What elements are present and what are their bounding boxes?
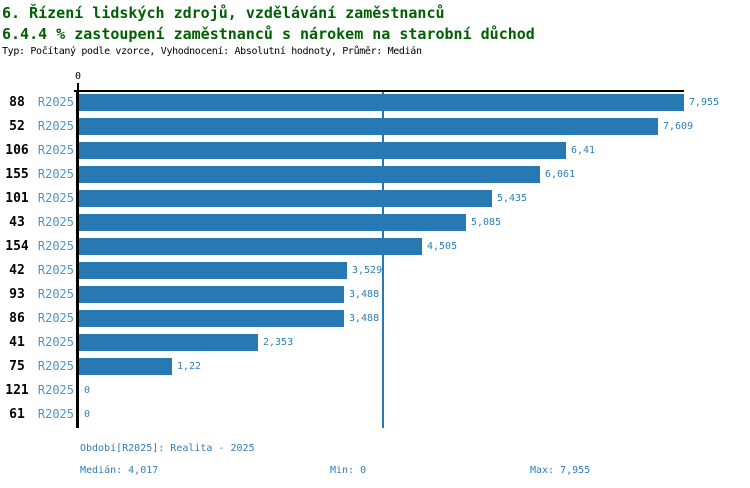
bar xyxy=(79,94,684,111)
row-series-label: R2025 xyxy=(37,383,74,397)
row-series-label: R2025 xyxy=(37,407,74,421)
bar xyxy=(79,118,658,135)
x-axis-line xyxy=(74,90,684,92)
bar-value-label: 6,061 xyxy=(545,169,576,180)
row-category-label: 43 xyxy=(9,215,25,230)
row-series-label: R2025 xyxy=(37,215,74,229)
bar-value-label: 5,085 xyxy=(471,217,502,228)
bar xyxy=(79,190,492,207)
bar-value-label: 3,488 xyxy=(349,289,380,300)
x-axis-tick-label: 0 xyxy=(74,71,82,82)
row-series-label: R2025 xyxy=(37,95,74,109)
footer-min-label: Min: 0 xyxy=(330,465,367,476)
row-series-label: R2025 xyxy=(37,191,74,205)
row-category-label: 75 xyxy=(9,359,25,374)
row-category-label: 42 xyxy=(9,263,25,278)
bar-value-label: 7,955 xyxy=(689,97,720,108)
bar-value-label: 0 xyxy=(84,409,91,420)
row-category-label: 41 xyxy=(9,335,25,350)
row-series-label: R2025 xyxy=(37,167,74,181)
bar-value-label: 7,609 xyxy=(663,121,694,132)
footer-median-label: Medián: 4,017 xyxy=(80,465,159,476)
row-category-label: 121 xyxy=(5,383,29,398)
bar xyxy=(79,358,172,375)
footer-period-label: Období[R2025]: Realita - 2025 xyxy=(80,443,255,454)
row-series-label: R2025 xyxy=(37,335,74,349)
bar-value-label: 0 xyxy=(84,385,91,396)
row-series-label: R2025 xyxy=(37,239,74,253)
x-axis-tick-mark xyxy=(77,83,79,91)
row-series-label: R2025 xyxy=(37,311,74,325)
y-axis-line xyxy=(76,90,79,428)
footer-max-label: Max: 7,955 xyxy=(530,465,591,476)
row-category-label: 106 xyxy=(5,143,29,158)
row-series-label: R2025 xyxy=(37,287,74,301)
row-category-label: 101 xyxy=(5,191,29,206)
bar xyxy=(79,286,344,303)
page-title: 6. Řízení lidských zdrojů, vzdělávání za… xyxy=(2,4,445,22)
median-reference-line xyxy=(382,92,384,428)
bar xyxy=(79,334,258,351)
bar-value-label: 4,505 xyxy=(427,241,458,252)
bar-value-label: 5,435 xyxy=(497,193,528,204)
bar-value-label: 3,488 xyxy=(349,313,380,324)
bar xyxy=(79,166,540,183)
row-category-label: 86 xyxy=(9,311,25,326)
bar-value-label: 3,529 xyxy=(352,265,383,276)
bar xyxy=(79,310,344,327)
row-category-label: 155 xyxy=(5,167,29,182)
row-series-label: R2025 xyxy=(37,359,74,373)
bar xyxy=(79,214,466,231)
bar-value-label: 6,41 xyxy=(571,145,596,156)
bar-value-label: 2,353 xyxy=(263,337,294,348)
row-category-label: 52 xyxy=(9,119,25,134)
bar xyxy=(79,238,422,255)
bar xyxy=(79,142,566,159)
row-series-label: R2025 xyxy=(37,143,74,157)
row-category-label: 61 xyxy=(9,407,25,422)
row-series-label: R2025 xyxy=(37,263,74,277)
bar-value-label: 1,22 xyxy=(177,361,202,372)
row-series-label: R2025 xyxy=(37,119,74,133)
row-category-label: 154 xyxy=(5,239,29,254)
row-category-label: 93 xyxy=(9,287,25,302)
chart-meta-line: Typ: Počítaný podle vzorce, Vyhodnocení:… xyxy=(2,46,422,57)
row-category-label: 88 xyxy=(9,95,25,110)
bar xyxy=(79,262,347,279)
page-subtitle: 6.4.4 % zastoupení zaměstnanců s nárokem… xyxy=(2,25,535,43)
